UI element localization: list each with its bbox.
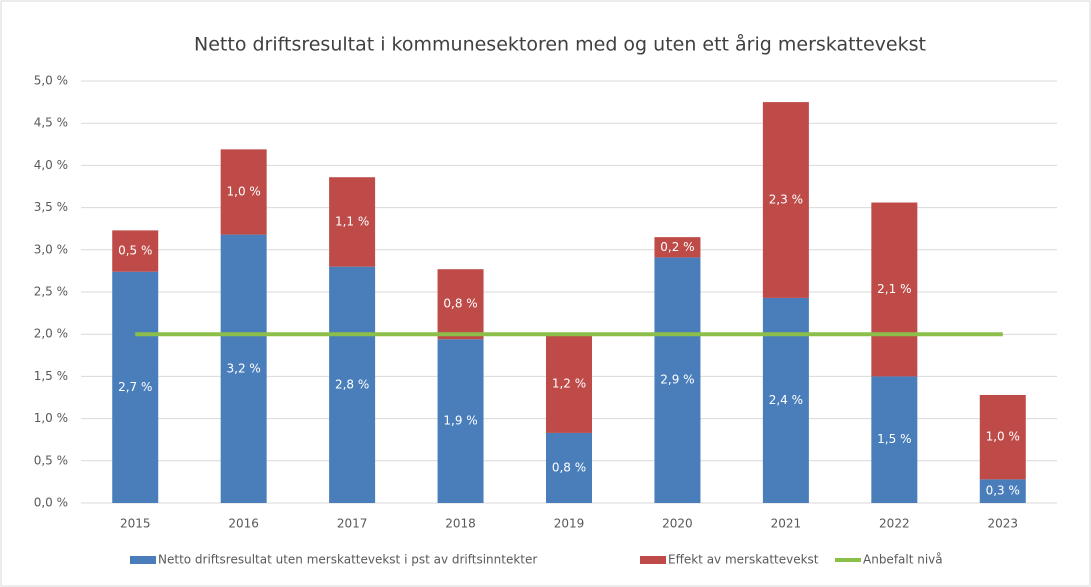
bar-segment bbox=[979, 394, 1026, 480]
value-label: 1,1 % bbox=[335, 214, 369, 228]
value-label: 1,2 % bbox=[552, 376, 586, 390]
value-label: 1,9 % bbox=[443, 414, 477, 428]
bar-segment bbox=[979, 479, 1026, 503]
value-label: 3,2 % bbox=[227, 361, 261, 375]
y-tick-label: 4,5 % bbox=[34, 116, 68, 130]
value-label: 0,2 % bbox=[660, 240, 694, 254]
value-label: 0,3 % bbox=[986, 484, 1020, 498]
legend-label: Netto driftsresultat uten merskattevekst… bbox=[158, 553, 537, 567]
y-tick-label: 4,0 % bbox=[34, 158, 68, 172]
value-label: 2,9 % bbox=[660, 373, 694, 387]
bar-segment bbox=[654, 237, 701, 258]
x-tick-label: 2019 bbox=[554, 517, 585, 531]
value-label: 0,8 % bbox=[552, 460, 586, 474]
bar-segment bbox=[762, 297, 809, 503]
y-tick-label: 2,5 % bbox=[34, 285, 68, 299]
bar-segment bbox=[654, 257, 701, 503]
legend-label: Effekt av merskattevekst bbox=[668, 553, 819, 567]
bar-segment bbox=[437, 339, 484, 503]
bar-segment bbox=[220, 234, 267, 503]
value-label: 2,1 % bbox=[877, 282, 911, 296]
bar-segment bbox=[220, 149, 267, 235]
y-tick-label: 5,0 % bbox=[34, 74, 68, 88]
bar-segment bbox=[329, 177, 376, 267]
value-label: 1,0 % bbox=[986, 430, 1020, 444]
x-tick-label: 2018 bbox=[445, 517, 476, 531]
bar-segment bbox=[546, 335, 592, 433]
bar-segment bbox=[546, 432, 592, 503]
chart-title: Netto driftsresultat i kommunesektoren m… bbox=[194, 33, 926, 56]
x-tick-label: 2020 bbox=[662, 517, 693, 531]
bar-segment bbox=[762, 102, 809, 298]
value-label: 1,5 % bbox=[877, 432, 911, 446]
x-tick-label: 2016 bbox=[228, 517, 259, 531]
value-label: 1,0 % bbox=[227, 184, 261, 198]
y-tick-label: 3,0 % bbox=[34, 242, 68, 256]
x-tick-label: 2023 bbox=[988, 517, 1019, 531]
bar-segment bbox=[112, 230, 159, 272]
y-tick-label: 0,5 % bbox=[34, 453, 68, 467]
value-label: 2,3 % bbox=[769, 193, 803, 207]
x-tick-label: 2017 bbox=[337, 517, 368, 531]
y-tick-label: 1,0 % bbox=[34, 411, 68, 425]
y-tick-label: 0,0 % bbox=[34, 496, 68, 510]
bar-segment bbox=[329, 266, 376, 503]
bar-segment bbox=[112, 271, 159, 503]
bar-segment bbox=[871, 202, 918, 377]
value-label: 0,8 % bbox=[443, 297, 477, 311]
bar-segment bbox=[437, 269, 484, 340]
legend-label: Anbefalt nivå bbox=[863, 553, 943, 567]
x-tick-label: 2021 bbox=[771, 517, 802, 531]
legend-swatch bbox=[130, 556, 156, 564]
y-tick-label: 3,5 % bbox=[34, 200, 68, 214]
bar-segment bbox=[871, 376, 918, 503]
x-tick-label: 2015 bbox=[120, 517, 151, 531]
value-label: 0,5 % bbox=[118, 244, 152, 258]
value-label: 2,7 % bbox=[118, 380, 152, 394]
legend-swatch bbox=[640, 556, 666, 564]
x-tick-label: 2022 bbox=[879, 517, 910, 531]
y-tick-label: 1,5 % bbox=[34, 369, 68, 383]
y-tick-label: 2,0 % bbox=[34, 327, 68, 341]
value-label: 2,4 % bbox=[769, 393, 803, 407]
value-label: 2,8 % bbox=[335, 377, 369, 391]
